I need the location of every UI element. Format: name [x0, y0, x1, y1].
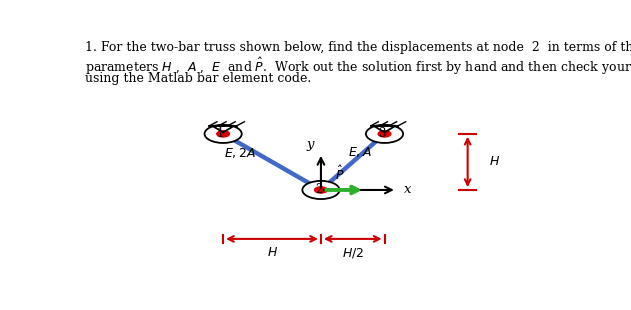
Text: $H/2$: $H/2$: [342, 246, 363, 259]
Text: $E, 2A$: $E, 2A$: [224, 146, 256, 160]
Text: 1. For the two-bar truss shown below, find the displacements at node  2  in term: 1. For the two-bar truss shown below, fi…: [85, 41, 631, 54]
Text: y: y: [307, 138, 314, 151]
Circle shape: [217, 131, 230, 137]
Text: $H$: $H$: [488, 155, 500, 168]
Circle shape: [315, 187, 327, 193]
Text: $E, A$: $E, A$: [348, 145, 372, 159]
Text: $H$: $H$: [266, 246, 278, 259]
Circle shape: [302, 181, 339, 199]
Text: using the Matlab bar element code.: using the Matlab bar element code.: [85, 72, 311, 85]
Text: 1: 1: [217, 127, 225, 140]
Text: x: x: [404, 184, 411, 197]
Circle shape: [366, 125, 403, 143]
Text: 3: 3: [379, 127, 386, 140]
Circle shape: [378, 131, 391, 137]
Circle shape: [204, 125, 242, 143]
Text: $\hat{P}$: $\hat{P}$: [335, 165, 345, 183]
Text: parameters $H$ ,  $A$ ,  $E$  and $\hat{P}$.  Work out the solution first by han: parameters $H$ , $A$ , $E$ and $\hat{P}$…: [85, 56, 631, 78]
Text: 2: 2: [315, 184, 322, 197]
